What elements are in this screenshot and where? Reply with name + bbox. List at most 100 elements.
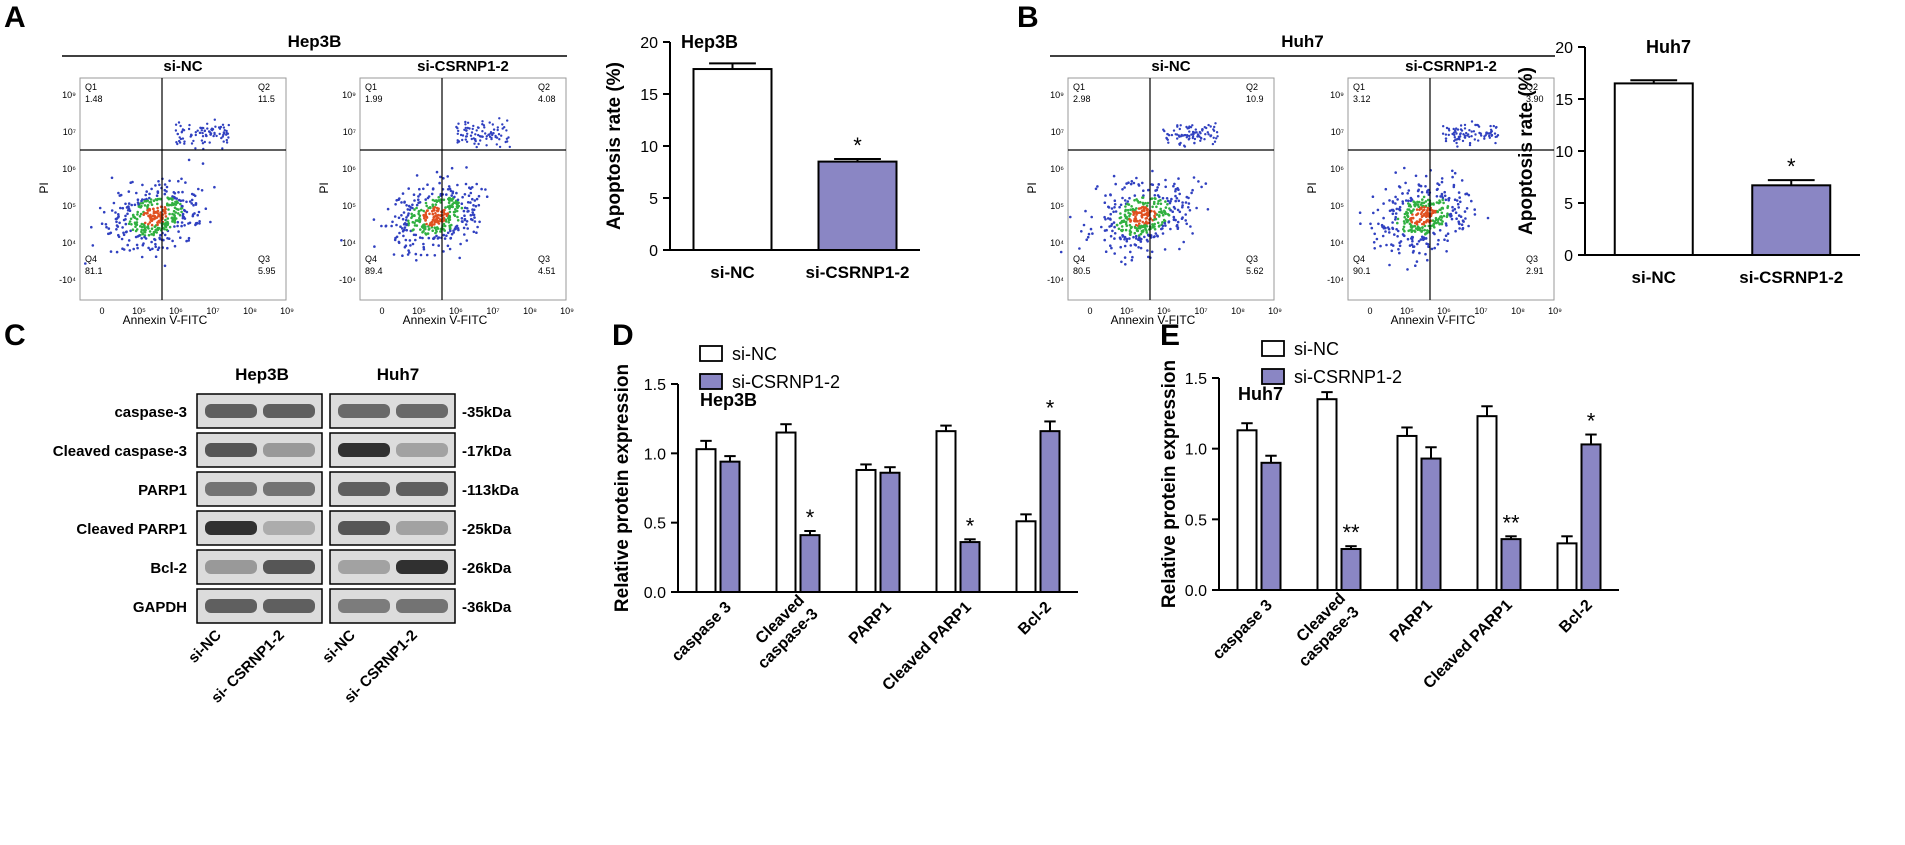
flow-dot [1439,208,1442,212]
flow-dot [1411,216,1415,220]
flow-dot [112,201,116,205]
flow-dot [478,220,481,224]
flow-dot [1142,194,1145,197]
flow-quadrant-label-q2: Q2 [538,82,550,92]
flow-dot [496,126,499,129]
flow-dot [176,212,180,215]
flow-dot [1447,199,1450,202]
flow-dot [150,233,153,236]
flow-dot [181,190,184,194]
flow-dot [192,204,195,207]
flow-dot [153,216,156,220]
flow-dot [460,217,464,220]
flow-dot [156,209,160,213]
flow-dot [1191,188,1194,192]
flow-dot [1412,200,1415,203]
flow-dot [153,211,156,215]
flow-dot [121,226,124,229]
flow-dot [425,209,429,212]
flow-dot [1133,231,1137,235]
flow-dot [1427,230,1430,233]
flow-dot [193,212,196,215]
x-tick-label: si-NC [710,263,754,282]
chart-b-apoptosis-huh7: 0 5 10 15 20 Apoptosis rate (%) Huh7 * si-NC si-C… [1516,37,1860,287]
flow-dot [1424,252,1427,256]
flow-dot [1438,200,1442,204]
flow-dot [163,192,167,196]
wb-cell-line-huh7: Huh7 [377,365,420,384]
flow-dot [1129,244,1133,247]
flow-quadrant-label-q1: Q1 [85,82,97,92]
flow-x-tick: 10⁹ [1548,306,1562,316]
flow-x-tick: 10⁶ [169,306,183,316]
flow-dot [1138,222,1141,225]
flow-dot [404,244,408,247]
flow-dot [1174,199,1177,203]
flow-dot [485,137,488,140]
flow-dot [1156,202,1160,205]
flow-dot [1453,139,1456,143]
flow-dot [1113,199,1117,202]
flow-dot [477,142,480,146]
flow-dot [1453,198,1457,201]
flow-dot [1176,137,1179,140]
flow-dot [1422,222,1425,226]
flow-x-tick: 10⁹ [560,306,574,316]
flow-dot [1170,133,1174,137]
flow-dot [1176,124,1179,127]
flow-quadrant-value-q2: 3.90 [1526,94,1544,104]
flow-dot [1212,136,1215,139]
flow-dot [462,209,466,213]
flow-dot [222,126,226,129]
flow-dot [1084,209,1087,213]
wb-band [338,521,390,535]
flow-dot [1493,132,1497,135]
flow-dot [149,198,153,201]
chart-a-apoptosis-hep3b: 0 5 10 15 20 Apoptosis rate (%) Hep3B * si-NC si-… [604,32,920,282]
flow-dot [1124,205,1127,208]
flow-dot [1426,209,1429,212]
flow-dot [431,218,435,222]
flow-dot [1157,215,1161,218]
flow-dot [168,212,171,216]
flow-dot [1187,138,1191,141]
flow-dot [1164,178,1167,182]
flow-dot [1215,131,1219,134]
wb-protein-label: GAPDH [133,599,187,616]
flow-dot [1438,229,1442,232]
flow-dot [203,140,206,144]
y-axis-label: Apoptosis rate (%) [1516,67,1537,235]
flow-dot [463,233,466,236]
flow-dot [431,212,435,216]
bar-parp1-si-csrnp1-2 [879,471,901,594]
flow-dot [477,133,480,137]
flow-dot [1457,220,1460,223]
flow-dot [1191,232,1194,235]
flow-quadrant-label-q1: Q1 [1073,82,1085,92]
flow-dot [411,242,415,246]
flow-dot [115,228,118,231]
flow-dot [152,233,155,237]
flow-dot [1480,134,1483,137]
flow-dot [1112,221,1116,224]
flow-dot [1447,196,1451,200]
flow-dot [470,131,474,134]
flow-dot [1486,132,1490,135]
flow-dot [456,132,459,135]
flow-dot [194,133,197,137]
flow-dot [168,179,171,183]
flow-dot [445,234,448,237]
flow-dot [1375,237,1379,241]
flow-dot [410,212,414,216]
wb-cell-line-hep3b: Hep3B [235,365,289,384]
flow-dot [1203,126,1207,129]
flow-dot [1122,220,1126,223]
flow-dot [1162,218,1166,222]
flow-dot [402,211,406,214]
flow-dot [1167,213,1171,217]
flow-dot [1108,225,1111,228]
flow-dot [1146,201,1150,205]
flow-dot [1456,145,1459,148]
flow-dot [1144,227,1147,231]
